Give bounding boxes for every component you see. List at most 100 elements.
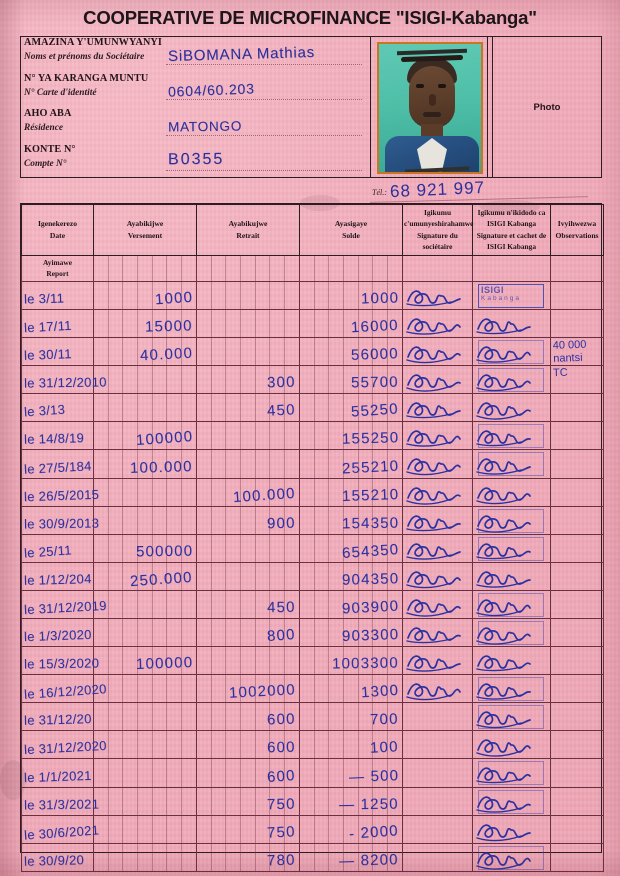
ledger-row: le 1/1/2021 600 — 500 (21, 758, 604, 788)
handwritten-amount: 15000 (145, 317, 194, 336)
ledger-carry-row: Ayimawe Report (21, 254, 604, 282)
col-header-retrait-rn: Ayabikujwe (228, 219, 268, 229)
amount-digit-cells: 100 (300, 731, 402, 759)
cell-date: le 31/12/20 (21, 702, 94, 732)
cell-retrait: 750 (196, 814, 300, 844)
cell-retrait: 450 (196, 589, 300, 620)
telephone-label: Tél.: (372, 188, 387, 197)
cell-member-signature (402, 533, 473, 563)
handwritten-date: le 30/11 (23, 346, 72, 363)
cell-carry-solde (299, 254, 403, 282)
member-signature-mark (403, 394, 472, 421)
portrait-eye-right (438, 84, 446, 88)
stamp-border (478, 536, 544, 561)
handwritten-amount: 40.000 (139, 344, 194, 365)
amount-digit-cells: 600 (197, 731, 299, 759)
cell-bank-stamp (472, 646, 551, 676)
bank-stamp-mark (473, 844, 550, 871)
cell-date: le 30/11 (21, 337, 94, 367)
bank-stamp-mark (473, 731, 550, 758)
handwritten-date: le 30/6/2021 (23, 822, 100, 843)
cell-versement: 40.000 (93, 337, 197, 367)
handwritten-amount: 1300 (360, 681, 400, 702)
field-row-name: SiBOMANA Mathias (166, 38, 366, 74)
amount-digit-cells (197, 338, 299, 366)
amount-digit-cells (94, 675, 196, 703)
ledger-row: le 31/12/2019 450 903900 (21, 589, 604, 620)
cell-retrait: 750 (196, 786, 300, 816)
member-signature-mark (403, 310, 472, 337)
cell-member-signature (402, 589, 473, 620)
amount-digit-cells (94, 590, 196, 618)
bank-stamp-mark (473, 703, 550, 730)
cell-bank-stamp (472, 758, 551, 788)
ledger-row: le 14/8/19 100000 155250 (21, 421, 604, 451)
handwritten-amount: 55250 (350, 400, 400, 421)
cell-solde: 155250 (299, 421, 403, 451)
member-header: AMAZINA Y'UMUNWYANYI Noms et prénoms du … (20, 33, 602, 203)
stamp-border (478, 368, 544, 393)
cell-bank-stamp (472, 449, 551, 479)
handwritten-date: le 25/11 (23, 542, 73, 561)
cell-member-signature (402, 758, 473, 788)
cell-retrait (196, 646, 300, 676)
cell-member-signature (402, 393, 473, 423)
telephone-line: Tél.: 68 921 997 (370, 178, 602, 203)
handwritten-date: le 1/1/2021 (23, 767, 92, 785)
amount-digit-cells: 155250 (300, 422, 402, 450)
cell-date: le 27/5/184 (21, 449, 94, 479)
cell-bank-stamp (472, 477, 551, 507)
amount-digit-cells: 250.000 (94, 562, 196, 591)
cell-date: le 31/12/2010 (21, 365, 107, 395)
cell-solde: 654350 (299, 533, 403, 563)
member-signature-mark (403, 450, 472, 477)
handwritten-amount: 1003300 (332, 654, 400, 673)
cell-solde: 155210 (299, 477, 403, 507)
stamp-border (478, 789, 544, 814)
cell-versement: 250.000 (93, 561, 197, 591)
bank-stamp-mark (473, 394, 550, 421)
cell-versement (93, 589, 197, 620)
handwritten-date: le 15/3/2020 (23, 655, 100, 672)
bank-stamp-mark (473, 563, 550, 590)
carry-label-fr: Report (46, 269, 69, 279)
ledger-row: le 30/11 40.000 56000 40 000 nantsi (21, 337, 604, 367)
amount-digit-cells (94, 759, 196, 787)
handwritten-amount: — 8200 (339, 851, 400, 870)
cell-retrait (196, 308, 300, 339)
member-residence-value: MATONGO (167, 117, 243, 135)
member-signature-mark (403, 619, 472, 646)
cell-retrait: 800 (196, 617, 300, 648)
handwritten-amount: 500000 (135, 542, 194, 561)
ledger-row: le 30/9/2013 900 154350 (21, 505, 604, 535)
stamp-border (478, 845, 544, 870)
stamp-border (478, 677, 544, 702)
cell-date: le 14/8/19 (21, 421, 94, 451)
handwritten-amount: 250.000 (129, 568, 194, 591)
cell-observation (550, 533, 604, 563)
cell-retrait (196, 533, 300, 563)
bank-stamp-mark (473, 535, 550, 562)
stamp-border (478, 705, 544, 730)
cell-bank-stamp (472, 617, 551, 648)
ledger-row: le 3/11 1000 1000 ISIGI Kabanga (21, 280, 604, 310)
cell-bank-stamp: ISIGI Kabanga (472, 280, 551, 310)
amount-digit-cells: 780 (197, 843, 299, 871)
member-signature-mark (403, 563, 472, 590)
cell-observation (550, 505, 604, 535)
cell-date: le 15/3/2020 (21, 646, 99, 676)
cell-solde: — 8200 (299, 842, 403, 872)
cell-observation (550, 786, 604, 816)
bank-stamp-mark (473, 788, 550, 815)
cell-observation (550, 421, 604, 451)
col-header-versement-rn: Ayabikijwe (126, 219, 164, 229)
handwritten-date: le 14/8/19 (23, 430, 85, 448)
cell-solde: 903300 (299, 617, 403, 648)
label-residence-rn: AHO ABA (24, 108, 72, 119)
cell-observation (550, 280, 604, 310)
stamp-border (478, 283, 544, 308)
amount-digit-cells: 500000 (94, 534, 196, 562)
ledger-row: le 31/3/2021 750 — 1250 (21, 786, 604, 816)
cell-date: le 30/6/2021 (21, 814, 100, 844)
handwritten-amount: 904350 (341, 570, 400, 589)
